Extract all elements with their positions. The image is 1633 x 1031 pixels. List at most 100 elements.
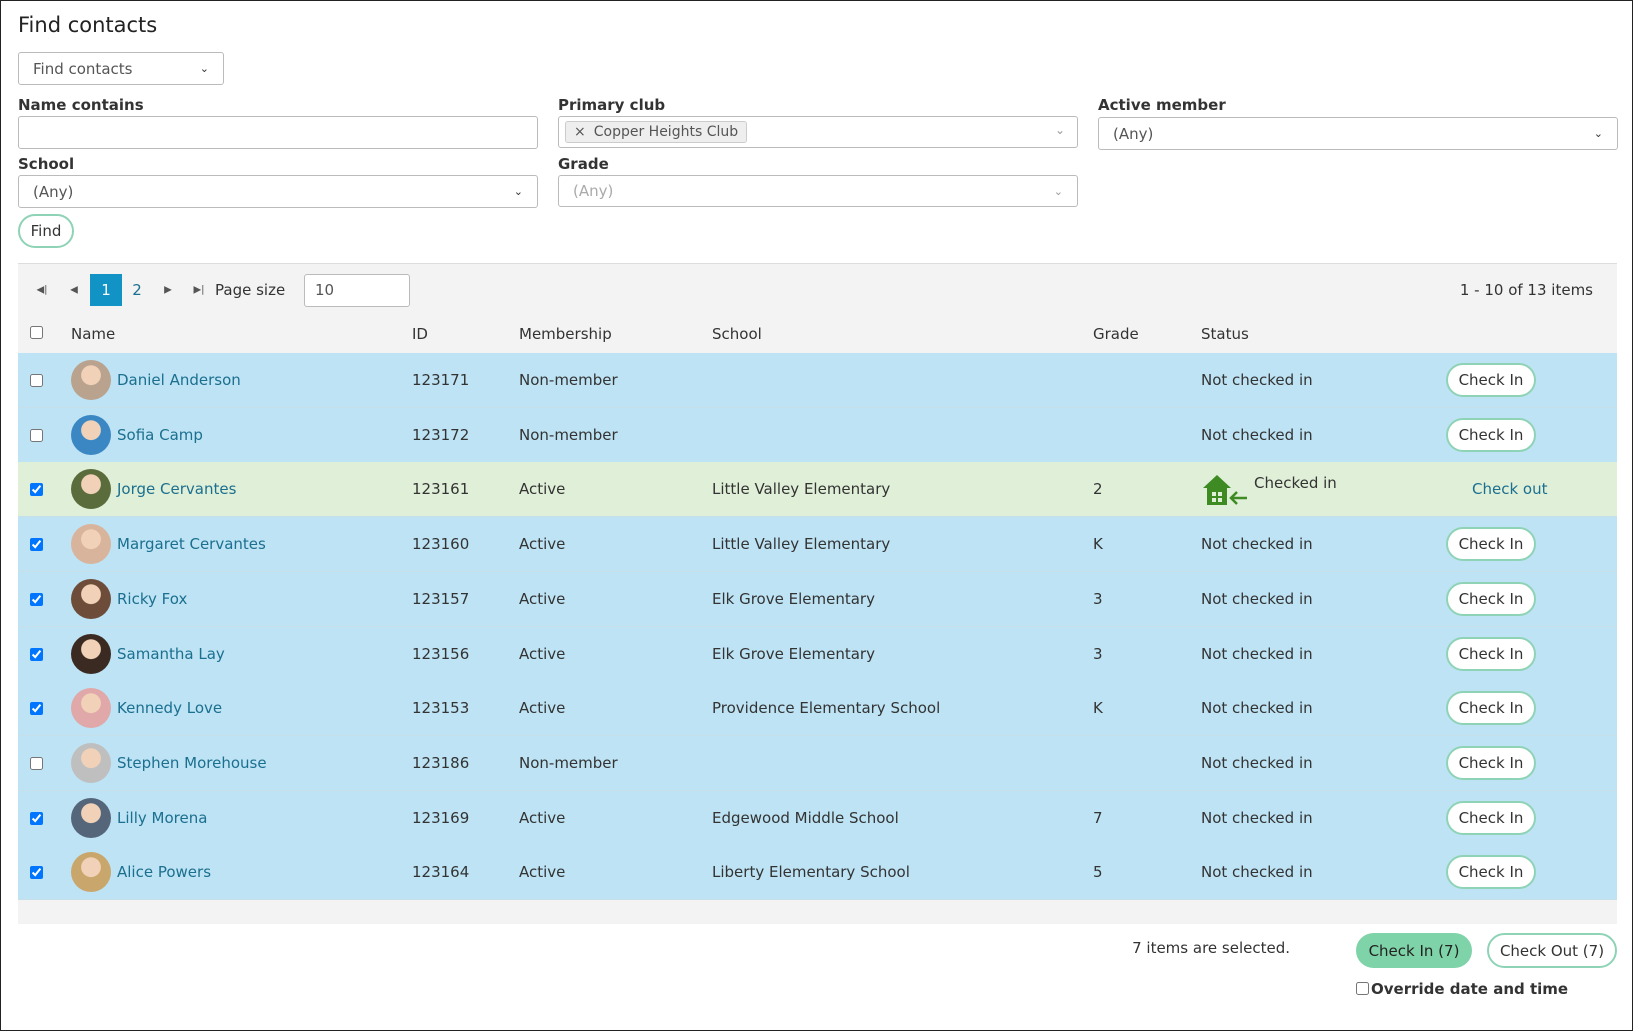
contact-name[interactable]: Lilly Morena — [117, 808, 208, 827]
row-checkbox[interactable] — [30, 538, 43, 552]
check-in-button[interactable]: Check In — [1446, 800, 1536, 835]
check-in-button[interactable]: Check In — [1446, 636, 1536, 671]
column-header: Grade — [1093, 325, 1139, 343]
table-row: Daniel Anderson 123171 Non-member Not check… — [18, 353, 1617, 408]
contact-name[interactable]: Jorge Cervantes — [117, 480, 237, 499]
table-row: Margaret Cervantes 123160 Active Little Val… — [18, 517, 1617, 573]
avatar — [71, 524, 111, 565]
active-member-select[interactable]: (Any) ⌄ — [1098, 117, 1618, 150]
contact-id: 123160 — [412, 535, 470, 554]
contact-name[interactable]: Stephen Morehouse — [117, 753, 267, 772]
field-label: Grade — [558, 155, 609, 173]
status: Checked in — [1254, 474, 1337, 493]
status: Not checked in — [1201, 753, 1313, 772]
check-out-link[interactable]: Check out — [1472, 480, 1548, 499]
row-checkbox[interactable] — [30, 374, 43, 387]
select-all-checkbox[interactable] — [30, 326, 43, 339]
check-in-button[interactable]: Check In — [1446, 855, 1536, 890]
avatar — [71, 578, 111, 619]
page-number[interactable]: 1 — [101, 281, 111, 299]
grade: 5 — [1093, 863, 1103, 882]
selected-count: 7 items are selected. — [1132, 939, 1290, 957]
status: Not checked in — [1201, 535, 1313, 554]
pager-summary: 1 - 10 of 13 items — [1459, 281, 1593, 299]
row-checkbox[interactable] — [30, 483, 43, 497]
contact-name[interactable]: Margaret Cervantes — [117, 535, 266, 554]
page-size-input[interactable]: 10 — [304, 274, 410, 307]
table-row: Stephen Morehouse 123186 Non-member Not che… — [18, 735, 1617, 791]
table-row: Alice Powers 123164 Active Liberty Elementa… — [18, 845, 1617, 901]
select-value: (Any) — [33, 182, 74, 201]
check-in-button[interactable]: Check In — [1446, 527, 1536, 562]
row-checkbox[interactable] — [30, 592, 43, 606]
contact-name[interactable]: Sofia Camp — [117, 425, 203, 444]
contact-name[interactable]: Samantha Lay — [117, 644, 225, 663]
bulk-check-in-button[interactable]: Check In (7) — [1356, 933, 1472, 968]
last-page[interactable]: ▶| — [193, 284, 205, 296]
contact-name[interactable]: Kennedy Love — [117, 699, 223, 718]
avatar — [71, 633, 111, 674]
page-number[interactable]: 2 — [132, 281, 142, 299]
remove-icon[interactable]: × — [574, 124, 586, 140]
grade: K — [1093, 535, 1103, 554]
check-in-button[interactable]: Check In — [1446, 581, 1536, 616]
grade: K — [1093, 699, 1103, 718]
field-label: School — [18, 155, 75, 173]
table-row: Lilly Morena 123169 Active Edgewood Middle … — [18, 790, 1617, 846]
caret: ⌄ — [513, 185, 523, 198]
contact-name[interactable]: Ricky Fox — [117, 589, 188, 608]
house-icon — [1203, 475, 1247, 506]
membership: Active — [519, 699, 566, 718]
avatar — [71, 852, 111, 893]
row-checkbox[interactable] — [30, 647, 43, 661]
check-in-button[interactable]: Check In — [1446, 417, 1536, 452]
select-value: (Any) — [573, 182, 614, 200]
check-in-button[interactable]: Check In — [1446, 363, 1536, 397]
view-select-value: Find contacts — [33, 59, 133, 78]
column-header: Status — [1201, 325, 1249, 343]
membership: Non-member — [519, 371, 618, 389]
grade-select[interactable]: (Any) ⌄ — [558, 175, 1078, 207]
contact-id: 123171 — [412, 371, 470, 389]
check-in-button[interactable]: Check In — [1446, 745, 1536, 780]
avatar — [71, 360, 111, 400]
row-checkbox[interactable] — [30, 428, 43, 442]
school-select[interactable]: (Any) ⌄ — [18, 175, 538, 208]
club-select[interactable]: × Copper Heights Club ⌄ — [558, 116, 1078, 148]
view-select[interactable]: Find contacts ⌄ — [18, 52, 224, 85]
school: Elk Grove Elementary — [712, 589, 875, 608]
contact-name[interactable]: Alice Powers — [117, 863, 212, 882]
avatar — [71, 414, 111, 455]
row-checkbox[interactable] — [30, 811, 43, 825]
find-button[interactable]: Find — [18, 214, 74, 248]
first-page[interactable]: ◀‎| — [36, 284, 48, 296]
field-label: Active member — [1098, 96, 1226, 114]
contact-id: 123186 — [412, 753, 470, 772]
select-value: (Any) — [1113, 124, 1154, 143]
check-in-button[interactable]: Check In — [1446, 691, 1536, 726]
contact-name[interactable]: Daniel Anderson — [117, 371, 241, 389]
contact-id: 123169 — [412, 808, 470, 827]
row-checkbox[interactable] — [30, 756, 43, 770]
page-title: Find contacts — [18, 13, 158, 37]
row-checkbox[interactable] — [30, 702, 43, 716]
status: Not checked in — [1201, 699, 1313, 718]
bulk-check-out-button[interactable]: Check Out (7) — [1487, 933, 1617, 968]
override-checkbox[interactable] — [1356, 982, 1369, 995]
next-page[interactable]: ▶ — [164, 284, 172, 296]
table-row: Jorge Cervantes 123161 Active Little Valley… — [18, 462, 1617, 518]
school: Elk Grove Elementary — [712, 644, 875, 663]
caret: ⌄ — [1053, 184, 1063, 198]
contact-id: 123153 — [412, 699, 470, 718]
club-chip[interactable]: × Copper Heights Club — [565, 121, 748, 143]
prev-page[interactable]: ◀ — [70, 284, 78, 296]
page-size-label: Page size — [215, 281, 286, 299]
membership: Active — [519, 589, 566, 608]
name-input[interactable] — [18, 116, 538, 149]
club-chip-label: Copper Heights Club — [593, 124, 739, 140]
school: Liberty Elementary School — [712, 863, 910, 882]
row-checkbox[interactable] — [30, 866, 43, 880]
contact-id: 123157 — [412, 589, 470, 608]
column-header: Name — [71, 325, 116, 343]
